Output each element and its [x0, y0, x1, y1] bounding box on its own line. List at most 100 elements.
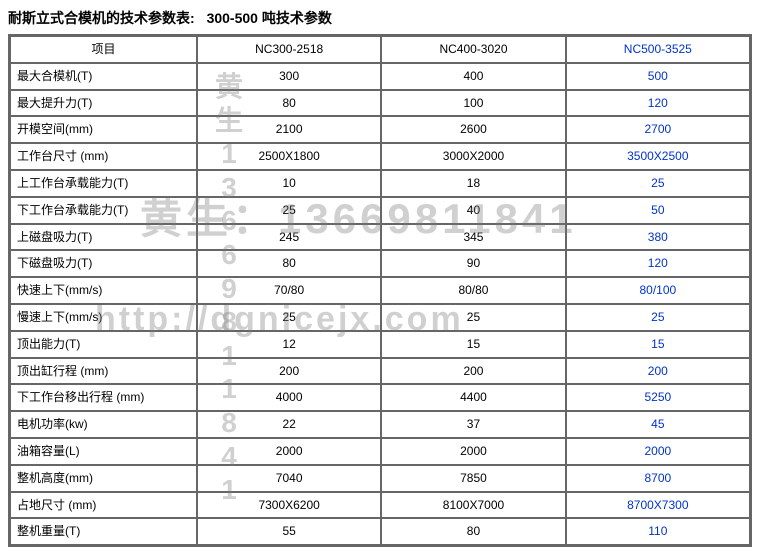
table-row: 慢速上下(mm/s)252525	[10, 304, 750, 331]
row-col2: 4400	[381, 384, 565, 411]
row-label: 上磁盘吸力(T)	[10, 224, 197, 251]
row-col2: 400	[381, 63, 565, 90]
row-col1: 25	[197, 197, 381, 224]
row-col1: 25	[197, 304, 381, 331]
row-col3: 15	[566, 331, 750, 358]
row-label: 下工作台承载能力(T)	[10, 197, 197, 224]
row-label: 整机重量(T)	[10, 518, 197, 545]
row-col1: 4000	[197, 384, 381, 411]
row-col1: 7300X6200	[197, 492, 381, 519]
table-row: 工作台尺寸 (mm)2500X18003000X20003500X2500	[10, 143, 750, 170]
row-col1: 70/80	[197, 277, 381, 304]
row-col2: 25	[381, 304, 565, 331]
title-sub: 300-500 吨技术参数	[207, 10, 332, 26]
row-col3: 380	[566, 224, 750, 251]
table-row: 整机高度(mm)704078508700	[10, 465, 750, 492]
row-label: 慢速上下(mm/s)	[10, 304, 197, 331]
header-col1: NC300-2518	[197, 36, 381, 63]
row-col2: 345	[381, 224, 565, 251]
header-col2: NC400-3020	[381, 36, 565, 63]
row-col1: 7040	[197, 465, 381, 492]
table-row: 下磁盘吸力(T)8090120	[10, 250, 750, 277]
row-label: 电机功率(kw)	[10, 411, 197, 438]
table-row: 最大合模机(T)300400500	[10, 63, 750, 90]
row-label: 工作台尺寸 (mm)	[10, 143, 197, 170]
row-col3: 8700	[566, 465, 750, 492]
table-row: 占地尺寸 (mm)7300X62008100X70008700X7300	[10, 492, 750, 519]
row-col1: 2000	[197, 438, 381, 465]
row-label: 油箱容量(L)	[10, 438, 197, 465]
row-col2: 2000	[381, 438, 565, 465]
row-label: 上工作台承载能力(T)	[10, 170, 197, 197]
row-col1: 245	[197, 224, 381, 251]
header-col3: NC500-3525	[566, 36, 750, 63]
row-col3: 25	[566, 170, 750, 197]
row-col3: 2700	[566, 116, 750, 143]
table-row: 上工作台承载能力(T)101825	[10, 170, 750, 197]
table-row: 整机重量(T)5580110	[10, 518, 750, 545]
row-col1: 2500X1800	[197, 143, 381, 170]
row-col3: 200	[566, 358, 750, 385]
header-item: 项目	[10, 36, 197, 63]
row-col2: 7850	[381, 465, 565, 492]
row-col3: 5250	[566, 384, 750, 411]
row-label: 下工作台移出行程 (mm)	[10, 384, 197, 411]
row-col2: 80	[381, 518, 565, 545]
table-row: 油箱容量(L)200020002000	[10, 438, 750, 465]
row-col2: 100	[381, 90, 565, 117]
row-col3: 500	[566, 63, 750, 90]
row-col1: 22	[197, 411, 381, 438]
row-col1: 55	[197, 518, 381, 545]
row-col3: 120	[566, 90, 750, 117]
row-col1: 200	[197, 358, 381, 385]
row-col3: 3500X2500	[566, 143, 750, 170]
row-col2: 200	[381, 358, 565, 385]
row-col3: 25	[566, 304, 750, 331]
row-col3: 8700X7300	[566, 492, 750, 519]
table-row: 开模空间(mm)210026002700	[10, 116, 750, 143]
row-col2: 15	[381, 331, 565, 358]
row-col2: 2600	[381, 116, 565, 143]
title-main: 耐斯立式合模机的技术参数表:	[8, 10, 195, 26]
row-col1: 10	[197, 170, 381, 197]
table-row: 快速上下(mm/s)70/8080/8080/100	[10, 277, 750, 304]
row-col2: 8100X7000	[381, 492, 565, 519]
row-label: 开模空间(mm)	[10, 116, 197, 143]
table-row: 下工作台移出行程 (mm)400044005250	[10, 384, 750, 411]
row-label: 顶出缸行程 (mm)	[10, 358, 197, 385]
table-row: 顶出缸行程 (mm)200200200	[10, 358, 750, 385]
spec-table: 项目 NC300-2518 NC400-3020 NC500-3525 最大合模…	[8, 34, 752, 547]
row-col3: 120	[566, 250, 750, 277]
page-title: 耐斯立式合模机的技术参数表: 300-500 吨技术参数	[8, 8, 752, 28]
row-label: 顶出能力(T)	[10, 331, 197, 358]
table-row: 下工作台承载能力(T)254050	[10, 197, 750, 224]
row-col3: 2000	[566, 438, 750, 465]
table-header-row: 项目 NC300-2518 NC400-3020 NC500-3525	[10, 36, 750, 63]
row-col2: 18	[381, 170, 565, 197]
row-col2: 90	[381, 250, 565, 277]
row-col1: 300	[197, 63, 381, 90]
row-col1: 80	[197, 250, 381, 277]
row-label: 快速上下(mm/s)	[10, 277, 197, 304]
row-col2: 3000X2000	[381, 143, 565, 170]
table-row: 上磁盘吸力(T)245345380	[10, 224, 750, 251]
row-label: 最大合模机(T)	[10, 63, 197, 90]
table-row: 最大提升力(T)80100120	[10, 90, 750, 117]
table-row: 电机功率(kw)223745	[10, 411, 750, 438]
table-row: 顶出能力(T)121515	[10, 331, 750, 358]
row-col1: 2100	[197, 116, 381, 143]
row-col3: 80/100	[566, 277, 750, 304]
row-col2: 37	[381, 411, 565, 438]
row-col3: 45	[566, 411, 750, 438]
row-col3: 50	[566, 197, 750, 224]
table-body: 最大合模机(T)300400500最大提升力(T)80100120开模空间(mm…	[10, 63, 750, 545]
row-col2: 40	[381, 197, 565, 224]
row-label: 最大提升力(T)	[10, 90, 197, 117]
row-col1: 12	[197, 331, 381, 358]
row-col2: 80/80	[381, 277, 565, 304]
row-col1: 80	[197, 90, 381, 117]
row-label: 占地尺寸 (mm)	[10, 492, 197, 519]
row-col3: 110	[566, 518, 750, 545]
row-label: 整机高度(mm)	[10, 465, 197, 492]
row-label: 下磁盘吸力(T)	[10, 250, 197, 277]
